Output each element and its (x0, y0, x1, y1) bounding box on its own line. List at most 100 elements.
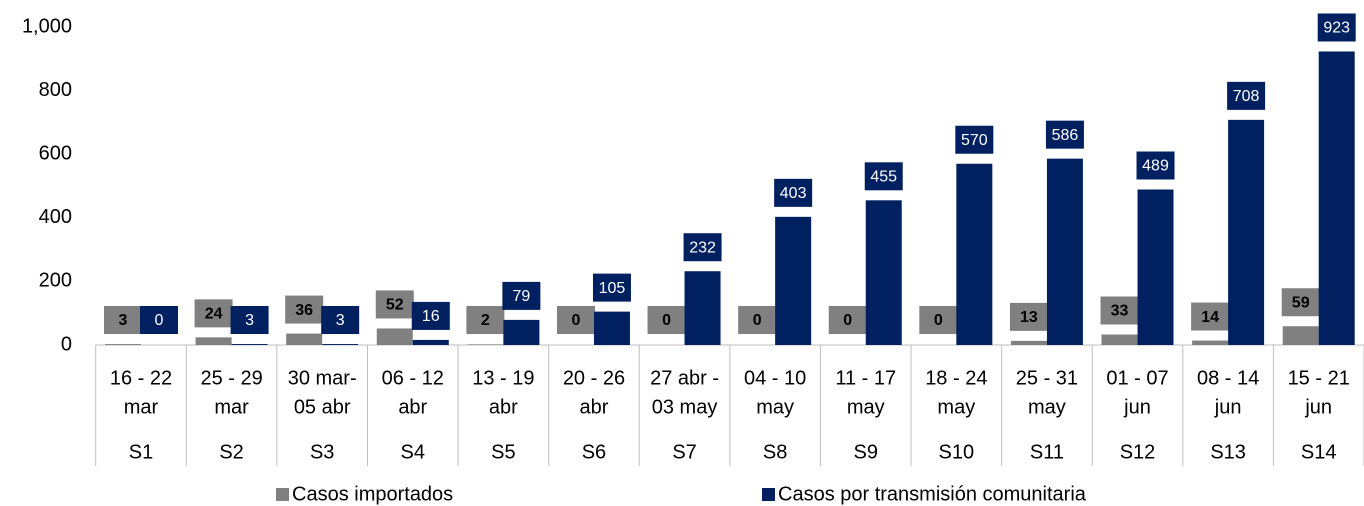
data-label: 0 (572, 312, 581, 329)
data-label-box (139, 306, 178, 334)
data-label-box (1045, 120, 1084, 149)
legend-swatch (762, 488, 775, 501)
y-tick-label: 1,000 (22, 15, 72, 37)
x-tick-label: 01 - 07 (1106, 367, 1168, 389)
data-label-box (738, 306, 777, 334)
data-label-box (411, 301, 450, 330)
data-label: 52 (386, 297, 404, 314)
data-label-box (592, 273, 631, 302)
data-label: 59 (1292, 294, 1310, 311)
x-tick-label: 25 - 29 (200, 367, 262, 389)
data-label: 13 (1020, 309, 1038, 326)
data-label: 586 (1052, 127, 1079, 144)
bar (956, 163, 993, 345)
x-tick-label: 03 may (652, 396, 718, 418)
x-tick-label: 08 - 14 (1197, 367, 1259, 389)
week-label: S3 (310, 441, 334, 463)
data-label: 455 (870, 169, 897, 186)
data-label: 708 (1233, 88, 1260, 105)
bar (593, 311, 630, 345)
data-label: 3 (336, 312, 345, 329)
x-tick-label: may (847, 396, 885, 418)
x-tick-label: 15 - 21 (1288, 367, 1350, 389)
x-tick-label: 27 abr - (650, 367, 719, 389)
x-tick-label: 05 abr (294, 396, 351, 418)
data-label-box (1227, 81, 1266, 110)
data-label: 33 (1111, 303, 1129, 320)
x-tick-label: abr (398, 396, 427, 418)
bar (503, 319, 540, 345)
data-label-box (774, 178, 813, 207)
x-tick-label: 30 mar- (288, 367, 357, 389)
x-tick-label: abr (580, 396, 609, 418)
week-label: S12 (1120, 441, 1156, 463)
x-tick-label: jun (1214, 396, 1242, 418)
y-tick-label: 0 (61, 333, 72, 355)
x-tick-label: 11 - 17 (835, 367, 896, 389)
week-label: S9 (854, 441, 878, 463)
y-tick-label: 600 (39, 142, 72, 164)
data-label: 0 (662, 312, 671, 329)
bar (286, 333, 323, 345)
x-tick-label: may (756, 396, 794, 418)
data-label-box (466, 306, 505, 334)
week-label: S7 (672, 441, 696, 463)
data-label: 0 (934, 312, 943, 329)
data-label: 0 (753, 312, 762, 329)
bar (467, 344, 504, 345)
bar (322, 344, 359, 345)
week-label: S4 (401, 441, 425, 463)
x-tick-label: abr (489, 396, 518, 418)
data-label: 403 (780, 185, 807, 202)
data-label-box (1281, 288, 1320, 317)
data-label-box (828, 306, 867, 334)
x-tick-label: 20 - 26 (563, 367, 625, 389)
week-label: S14 (1301, 441, 1337, 463)
data-label-box (1100, 296, 1139, 325)
legend-label: Casos importados (292, 483, 453, 505)
data-label-box (1317, 13, 1356, 42)
bar (1010, 340, 1047, 345)
x-tick-label: jun (1123, 396, 1151, 418)
x-tick-label: may (937, 396, 975, 418)
bar (1046, 158, 1083, 345)
bar (684, 271, 721, 345)
data-label-box (556, 306, 595, 334)
data-label: 232 (689, 239, 716, 256)
bar (104, 344, 141, 345)
x-tick-label: 18 - 24 (925, 367, 987, 389)
y-tick-label: 200 (39, 270, 72, 292)
x-tick-label: 25 - 31 (1016, 367, 1078, 389)
bar (1282, 326, 1319, 345)
bar (1137, 189, 1174, 345)
x-tick-label: jun (1304, 396, 1332, 418)
week-label: S5 (491, 441, 515, 463)
data-label-box (864, 162, 903, 191)
data-label-box (1136, 151, 1175, 180)
bar (1318, 51, 1355, 346)
week-label: S2 (219, 441, 243, 463)
week-label: S10 (939, 441, 975, 463)
data-label-box (285, 295, 324, 324)
bar (1228, 119, 1265, 345)
data-label: 14 (1201, 309, 1219, 326)
y-tick-label: 800 (39, 79, 72, 101)
x-tick-label: 04 - 10 (744, 367, 806, 389)
bar (865, 200, 902, 345)
week-label: S6 (582, 441, 606, 463)
data-label: 24 (205, 306, 223, 323)
legend-swatch (276, 488, 289, 501)
data-label: 105 (599, 280, 626, 297)
data-label-box (1009, 302, 1048, 331)
x-tick-label: 13 - 19 (472, 367, 534, 389)
data-label: 3 (119, 312, 128, 329)
data-label: 2 (481, 312, 490, 329)
data-label-box (194, 299, 233, 328)
y-tick-label: 400 (39, 206, 72, 228)
x-tick-label: mar (214, 396, 249, 418)
week-label: S11 (1030, 441, 1064, 463)
data-label-box (1191, 302, 1230, 331)
data-label: 79 (512, 288, 530, 305)
bar (412, 339, 449, 345)
